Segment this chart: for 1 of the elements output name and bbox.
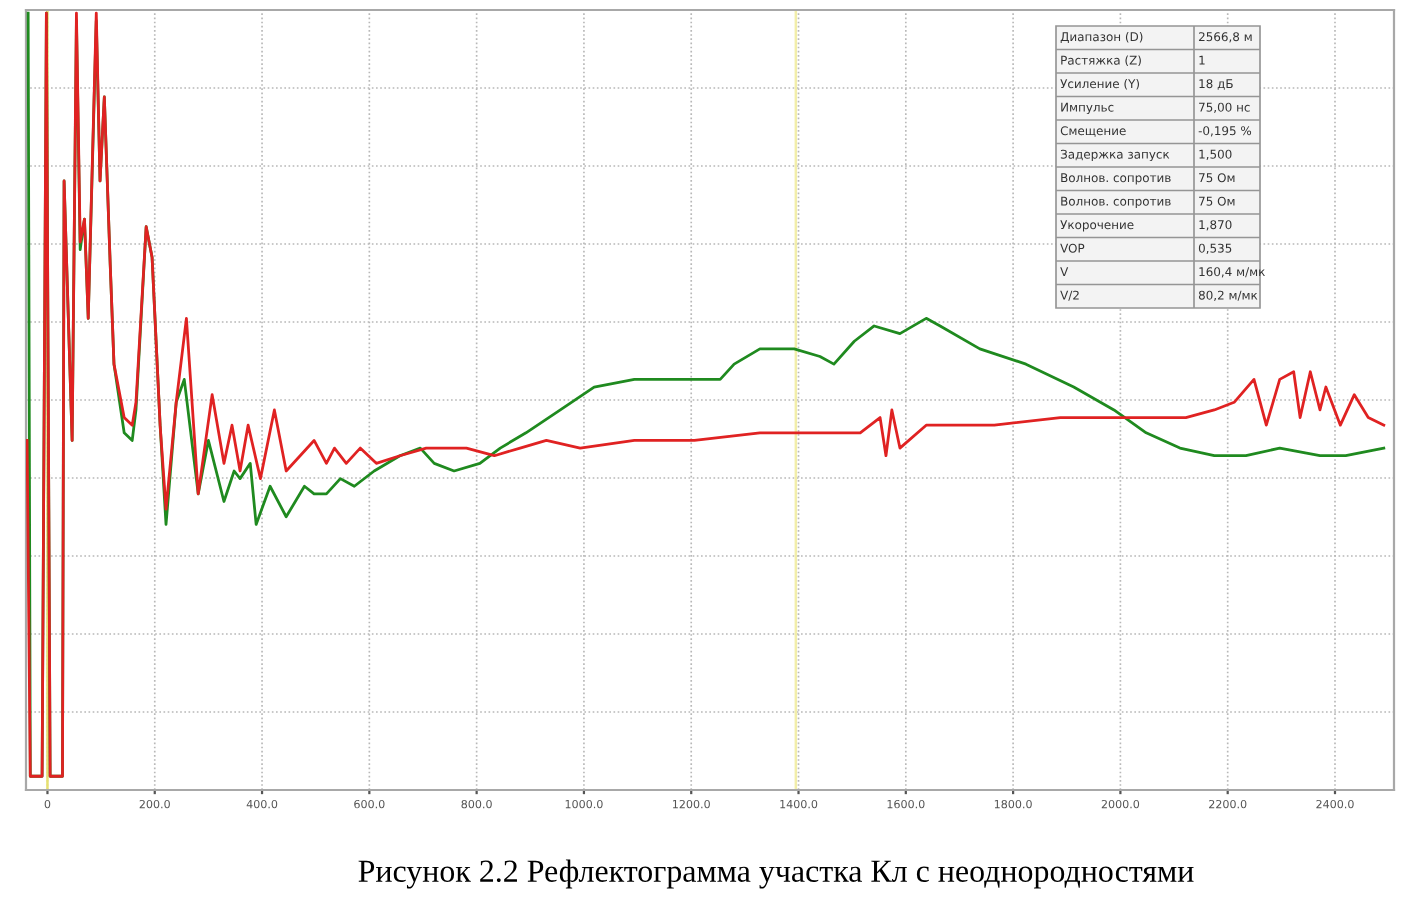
text: Рисунок 2.2 Рефлектограмма участка Кл с неоднородностями: [358, 859, 1194, 889]
